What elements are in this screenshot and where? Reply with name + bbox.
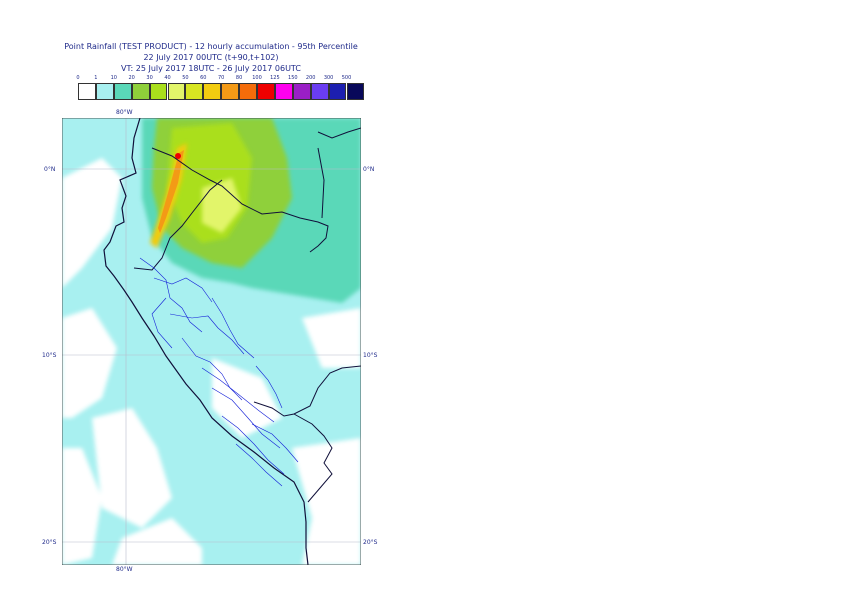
lat-label-0-left: 0°N <box>44 166 56 173</box>
legend-tick-label: 1 <box>94 75 98 81</box>
legend-tick-label: 20 <box>128 75 135 81</box>
legend-tick-label: 30 <box>146 75 153 81</box>
legend-swatch <box>221 83 240 100</box>
legend-tick-label: 500 <box>341 75 352 81</box>
legend-swatch <box>131 83 150 100</box>
legend-tick-label: 80 <box>235 75 243 81</box>
legend-swatch <box>149 83 168 100</box>
rain-field-pale-yellow <box>202 178 242 233</box>
legend-swatch <box>274 83 293 100</box>
legend-tick-label: 125 <box>270 75 280 81</box>
legend-tick-label: 10 <box>110 75 117 81</box>
legend-swatch <box>185 83 204 100</box>
legend-tick-label: 70 <box>218 75 225 81</box>
legend-tick-label: 100 <box>252 75 262 81</box>
data-time: 22 July 2017 00UTC (t+90,t+102) <box>143 53 279 62</box>
legend-swatch <box>113 83 132 100</box>
rain-field-andes-peak <box>158 150 184 233</box>
rain-max-point <box>175 153 181 159</box>
legend-swatch <box>292 83 311 100</box>
map-title: Point Rainfall (TEST PRODUCT) - 12 hourl… <box>64 42 358 51</box>
legend-tick-label: 40 <box>164 75 171 81</box>
lat-label-0-right: 0°N <box>363 166 375 173</box>
lon-label-bottom: 80°W <box>116 566 133 573</box>
legend-swatch <box>239 83 257 100</box>
legend-swatch <box>328 83 347 100</box>
legend-swatch <box>167 83 186 100</box>
lat-label-20-left: 20°S <box>42 539 57 546</box>
lat-label-10-right: 10°S <box>363 352 378 359</box>
legend-swatch <box>95 83 114 100</box>
lat-label-10-left: 10°S <box>42 352 57 359</box>
legend-swatch <box>346 83 365 100</box>
legend-swatch <box>78 83 96 100</box>
rainfall-map <box>62 118 361 565</box>
legend-tick-label: 300 <box>323 75 334 81</box>
legend-tick-label: 60 <box>200 75 207 81</box>
legend-swatch <box>203 83 222 100</box>
legend-swatch <box>257 83 275 100</box>
legend-tick-label: 50 <box>182 75 189 81</box>
legend-tick-label: 150 <box>288 75 298 81</box>
validity-time: VT: 25 July 2017 18UTC - 26 July 2017 06… <box>121 64 301 73</box>
lat-label-20-right: 20°S <box>363 539 378 546</box>
legend-tick-label: 200 <box>305 75 316 81</box>
legend-tick-label: 0 <box>76 75 80 81</box>
legend-swatch <box>310 83 329 100</box>
lon-label-top: 80°W <box>116 109 133 116</box>
coastline <box>103 118 309 565</box>
graticule <box>62 118 361 565</box>
regional-borders <box>139 257 299 487</box>
dry-areas <box>62 158 361 565</box>
